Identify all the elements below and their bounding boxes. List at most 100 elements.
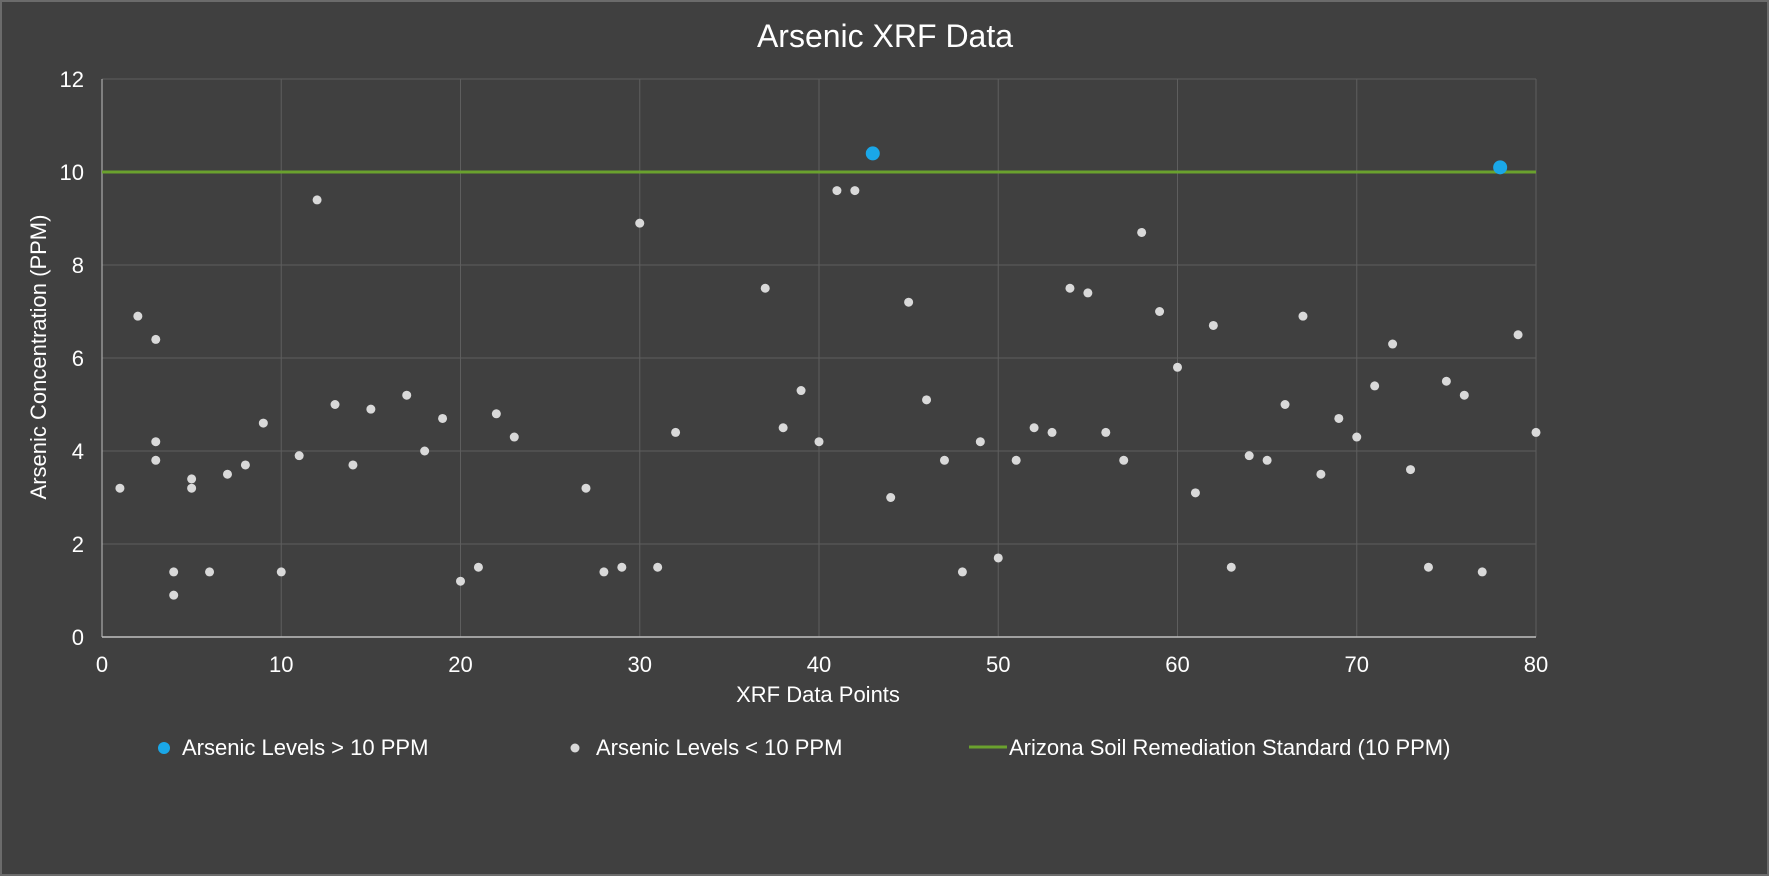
data-point-below-10[interactable] xyxy=(1531,427,1541,437)
legend-label-above-10: Arsenic Levels > 10 PPM xyxy=(182,735,428,760)
data-point-below-10[interactable] xyxy=(169,590,179,600)
data-point-below-10[interactable] xyxy=(330,400,340,409)
data-point-below-10[interactable] xyxy=(760,283,770,293)
data-point-below-10[interactable] xyxy=(115,483,125,493)
data-point-below-10[interactable] xyxy=(1423,562,1433,572)
data-point-below-10[interactable] xyxy=(635,218,645,228)
data-point-below-10[interactable] xyxy=(1190,488,1200,498)
x-tick-label: 20 xyxy=(448,652,472,677)
data-point-below-10[interactable] xyxy=(1441,376,1451,386)
data-point-below-10[interactable] xyxy=(276,567,286,577)
data-point-above-10[interactable] xyxy=(1493,160,1508,175)
legend-label-standard: Arizona Soil Remediation Standard (10 PP… xyxy=(1009,735,1450,760)
data-point-below-10[interactable] xyxy=(1262,455,1272,465)
x-tick-label: 60 xyxy=(1165,652,1189,677)
data-point-below-10[interactable] xyxy=(975,437,985,447)
data-point-below-10[interactable] xyxy=(1155,307,1165,316)
data-point-below-10[interactable] xyxy=(904,297,914,307)
data-point-below-10[interactable] xyxy=(922,395,932,405)
data-point-below-10[interactable] xyxy=(420,446,430,456)
data-point-below-10[interactable] xyxy=(205,567,215,577)
data-point-below-10[interactable] xyxy=(1208,320,1218,330)
data-point-below-10[interactable] xyxy=(1029,423,1039,433)
data-point-below-10[interactable] xyxy=(1513,330,1523,340)
legend-label-below-10: Arsenic Levels < 10 PPM xyxy=(596,735,842,760)
chart-title: Arsenic XRF Data xyxy=(757,18,1013,54)
data-point-below-10[interactable] xyxy=(832,186,842,196)
data-point-below-10[interactable] xyxy=(653,562,663,572)
data-point-below-10[interactable] xyxy=(187,474,197,484)
x-tick-label: 30 xyxy=(628,652,652,677)
y-tick-label: 2 xyxy=(72,532,84,557)
data-point-below-10[interactable] xyxy=(151,455,161,465)
data-point-below-10[interactable] xyxy=(1226,562,1236,572)
data-point-below-10[interactable] xyxy=(1011,455,1021,465)
data-point-below-10[interactable] xyxy=(1370,381,1380,391)
data-point-below-10[interactable] xyxy=(187,483,197,493)
data-point-below-10[interactable] xyxy=(886,493,896,502)
data-point-below-10[interactable] xyxy=(294,451,304,461)
data-point-below-10[interactable] xyxy=(151,437,161,447)
data-point-below-10[interactable] xyxy=(1137,227,1147,237)
y-tick-label: 12 xyxy=(60,67,84,92)
data-point-below-10[interactable] xyxy=(348,460,358,470)
data-point-below-10[interactable] xyxy=(169,567,179,577)
y-tick-label: 10 xyxy=(60,160,84,185)
data-point-below-10[interactable] xyxy=(599,567,609,577)
data-point-below-10[interactable] xyxy=(1047,427,1057,437)
data-point-below-10[interactable] xyxy=(617,562,627,572)
data-point-above-10[interactable] xyxy=(865,146,880,161)
points-layer xyxy=(115,146,1541,600)
data-point-below-10[interactable] xyxy=(993,553,1003,563)
grid-layer xyxy=(102,78,1537,637)
data-point-below-10[interactable] xyxy=(796,386,806,396)
data-point-below-10[interactable] xyxy=(133,311,143,321)
data-point-below-10[interactable] xyxy=(778,423,788,433)
y-axis-label: Arsenic Concentration (PPM) xyxy=(26,215,51,500)
data-point-below-10[interactable] xyxy=(1065,283,1075,293)
data-point-below-10[interactable] xyxy=(957,567,967,577)
data-point-below-10[interactable] xyxy=(402,390,412,400)
data-point-below-10[interactable] xyxy=(491,409,501,419)
legend-marker-above-10 xyxy=(158,742,170,754)
data-point-below-10[interactable] xyxy=(1244,451,1254,461)
data-point-below-10[interactable] xyxy=(312,195,322,205)
data-point-below-10[interactable] xyxy=(671,427,681,437)
data-point-below-10[interactable] xyxy=(1388,339,1398,349)
x-tick-label: 10 xyxy=(269,652,293,677)
data-point-below-10[interactable] xyxy=(473,562,483,572)
data-point-below-10[interactable] xyxy=(240,460,250,470)
axes-layer: 0 2 4 6 8 10 12 0 10 20 30 40 50 60 70 80 xyxy=(60,67,1549,677)
data-point-below-10[interactable] xyxy=(1298,311,1308,321)
data-point-below-10[interactable] xyxy=(1119,455,1129,465)
data-point-below-10[interactable] xyxy=(1083,288,1093,298)
data-point-below-10[interactable] xyxy=(438,413,448,423)
data-point-below-10[interactable] xyxy=(1406,465,1416,475)
data-point-below-10[interactable] xyxy=(1477,567,1487,577)
data-point-below-10[interactable] xyxy=(258,418,268,428)
y-tick-label: 8 xyxy=(72,253,84,278)
data-point-below-10[interactable] xyxy=(939,455,949,465)
data-point-below-10[interactable] xyxy=(850,186,860,196)
data-point-below-10[interactable] xyxy=(456,576,465,586)
data-point-below-10[interactable] xyxy=(151,334,161,344)
data-point-below-10[interactable] xyxy=(1334,413,1344,423)
data-point-below-10[interactable] xyxy=(1459,390,1469,400)
x-tick-label: 80 xyxy=(1524,652,1548,677)
data-point-below-10[interactable] xyxy=(1173,362,1182,372)
data-point-below-10[interactable] xyxy=(1352,432,1362,442)
data-point-below-10[interactable] xyxy=(1316,469,1326,479)
data-point-below-10[interactable] xyxy=(509,432,519,442)
legend-item-below-10[interactable]: Arsenic Levels < 10 PPM xyxy=(570,735,843,760)
x-tick-label: 50 xyxy=(986,652,1010,677)
data-point-below-10[interactable] xyxy=(1101,427,1111,437)
legend-item-standard[interactable]: Arizona Soil Remediation Standard (10 PP… xyxy=(969,735,1450,760)
data-point-below-10[interactable] xyxy=(814,437,824,447)
legend-item-above-10[interactable]: Arsenic Levels > 10 PPM xyxy=(158,735,428,760)
data-point-below-10[interactable] xyxy=(222,469,232,479)
data-point-below-10[interactable] xyxy=(1280,400,1290,409)
data-point-below-10[interactable] xyxy=(366,404,376,414)
data-point-below-10[interactable] xyxy=(581,483,591,493)
x-tick-label: 0 xyxy=(96,652,108,677)
